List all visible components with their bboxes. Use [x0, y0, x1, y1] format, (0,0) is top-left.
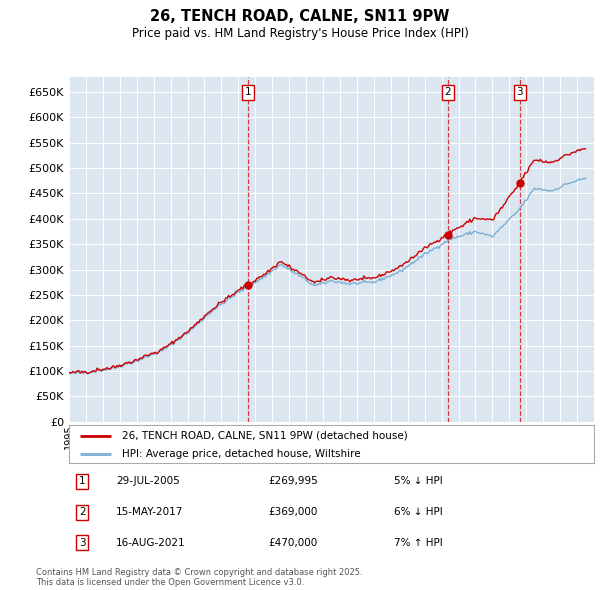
Text: 3: 3 — [517, 87, 523, 97]
Text: 2: 2 — [445, 87, 451, 97]
Text: 6% ↓ HPI: 6% ↓ HPI — [395, 507, 443, 517]
Text: £369,000: £369,000 — [269, 507, 318, 517]
Text: HPI: Average price, detached house, Wiltshire: HPI: Average price, detached house, Wilt… — [121, 448, 360, 458]
Text: £269,995: £269,995 — [269, 477, 318, 486]
Text: Contains HM Land Registry data © Crown copyright and database right 2025.
This d: Contains HM Land Registry data © Crown c… — [36, 568, 362, 587]
Text: 15-MAY-2017: 15-MAY-2017 — [116, 507, 184, 517]
Text: Price paid vs. HM Land Registry's House Price Index (HPI): Price paid vs. HM Land Registry's House … — [131, 27, 469, 40]
Text: 2: 2 — [79, 507, 85, 517]
Text: 1: 1 — [79, 477, 85, 486]
Text: 5% ↓ HPI: 5% ↓ HPI — [395, 477, 443, 486]
Text: 29-JUL-2005: 29-JUL-2005 — [116, 477, 180, 486]
Text: 26, TENCH ROAD, CALNE, SN11 9PW (detached house): 26, TENCH ROAD, CALNE, SN11 9PW (detache… — [121, 431, 407, 441]
Text: 7% ↑ HPI: 7% ↑ HPI — [395, 538, 443, 548]
Text: 3: 3 — [79, 538, 85, 548]
Text: 1: 1 — [245, 87, 251, 97]
Text: 16-AUG-2021: 16-AUG-2021 — [116, 538, 186, 548]
Text: 26, TENCH ROAD, CALNE, SN11 9PW: 26, TENCH ROAD, CALNE, SN11 9PW — [151, 9, 449, 24]
Text: £470,000: £470,000 — [269, 538, 318, 548]
